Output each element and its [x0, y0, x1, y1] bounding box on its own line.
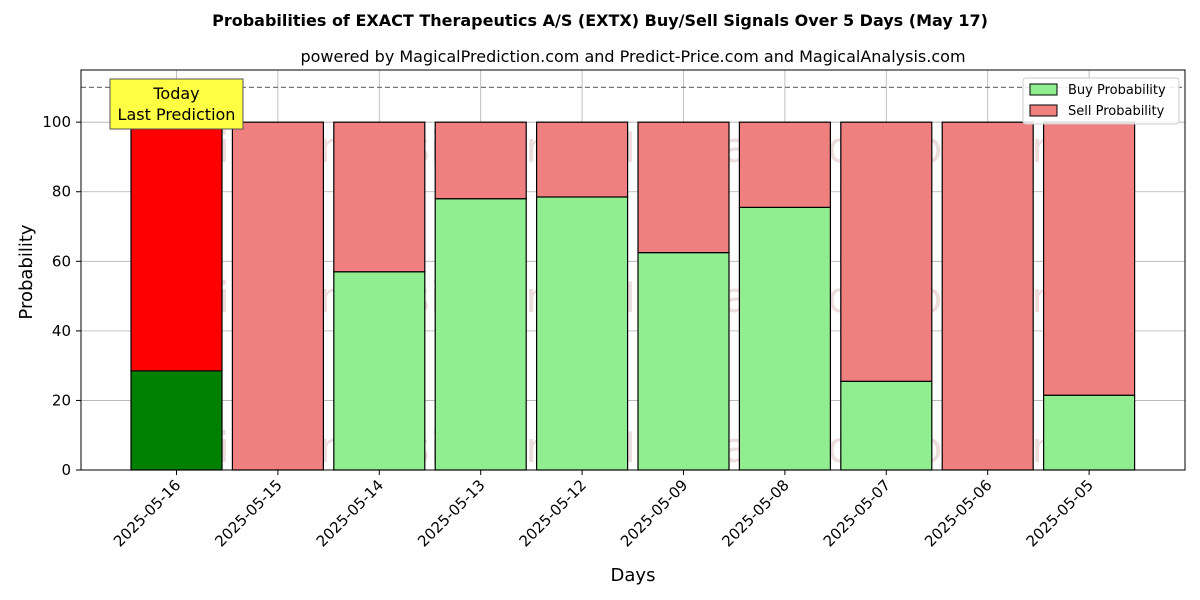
chart-subtitle: powered by MagicalPrediction.com and Pre… [300, 47, 965, 66]
annotation-box [109, 78, 244, 130]
buy-bar [1042, 394, 1136, 471]
x-tick-label: 2025-05-08 [718, 476, 792, 550]
sell-bar [1042, 121, 1136, 396]
sell-bar [333, 121, 426, 273]
y-tick-label: 40 [52, 322, 71, 340]
bars [130, 121, 1136, 471]
y-tick-label: 80 [52, 183, 71, 201]
buy-bar [738, 206, 832, 471]
sell-bar [130, 121, 223, 372]
x-tick-label: 2025-05-12 [516, 476, 590, 550]
buy-bar [434, 198, 527, 471]
sell-bar [231, 121, 324, 471]
x-tick-label: 2025-05-07 [820, 476, 894, 550]
legend-label-buy: Buy Probability [1068, 83, 1166, 98]
sell-bar [637, 121, 730, 254]
sell-bar [738, 121, 832, 208]
legend-box [1022, 77, 1180, 125]
x-tick-label: 2025-05-13 [414, 476, 488, 550]
x-tick-label: 2025-05-16 [110, 476, 184, 550]
legend-swatch-buy [1029, 83, 1058, 96]
legend-label-sell: Sell Probability [1068, 104, 1165, 119]
x-tick-label: 2025-05-09 [617, 476, 691, 550]
legend-swatch-sell [1029, 104, 1058, 117]
sell-bar [535, 121, 629, 198]
axes [80, 69, 1186, 471]
sell-bar [434, 121, 527, 200]
y-axis-label: Probability [16, 224, 37, 319]
buy-bar [535, 196, 629, 471]
x-tick-label: 2025-05-15 [211, 476, 285, 550]
sell-bar [941, 121, 1034, 471]
buy-bar [840, 380, 933, 471]
sell-bar [840, 121, 933, 382]
annotation-line: Today [152, 84, 199, 103]
y-tick-label: 100 [42, 113, 71, 131]
annotation-line: Last Prediction [118, 105, 236, 124]
legend: Buy Probability Sell Probability [1022, 77, 1180, 125]
chart-title: Probabilities of EXACT Therapeutics A/S … [212, 11, 988, 30]
buy-bar [130, 370, 223, 471]
buy-bar [333, 271, 426, 471]
y-tick-label: 60 [52, 252, 71, 270]
buy-bar [637, 252, 730, 471]
x-tick-label: 2025-05-05 [1023, 476, 1097, 550]
plot-frame [80, 69, 1186, 471]
today-annotation: Today Last Prediction [109, 78, 244, 130]
y-tick-label: 0 [61, 461, 71, 479]
x-tick-label: 2025-05-14 [313, 476, 387, 550]
y-tick-label: 20 [52, 391, 71, 409]
x-axis-label: Days [611, 565, 656, 586]
x-tick-label: 2025-05-06 [921, 476, 995, 550]
